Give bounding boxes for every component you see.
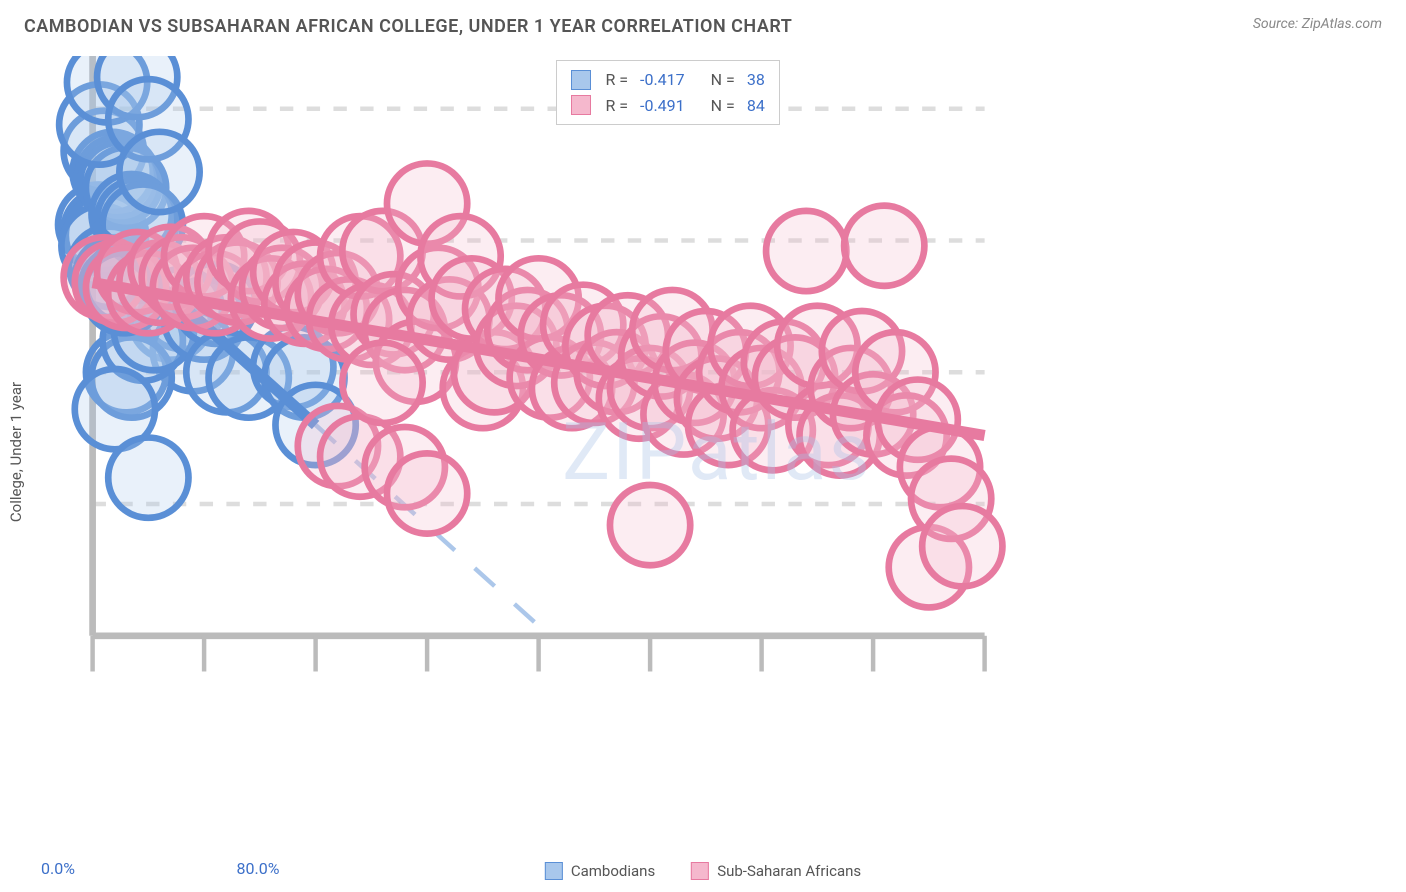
series-swatch — [571, 95, 591, 115]
legend-swatch — [691, 862, 709, 880]
legend-item: Cambodians — [545, 862, 655, 880]
scatter-plot — [48, 56, 1386, 725]
legend-swatch — [545, 862, 563, 880]
stat-n-value: 38 — [747, 67, 765, 93]
data-point — [922, 506, 1002, 586]
data-point — [387, 453, 467, 533]
stat-r-label: R = — [605, 93, 628, 119]
stat-n-label: N = — [711, 93, 735, 119]
data-point — [108, 438, 188, 518]
data-point — [119, 132, 199, 212]
legend-label: Sub-Saharan Africans — [717, 862, 861, 880]
x-tick-label: 0.0% — [41, 859, 75, 878]
legend: Cambodians Sub-Saharan Africans — [545, 862, 861, 880]
chart-title: CAMBODIAN VS SUBSAHARAN AFRICAN COLLEGE,… — [24, 16, 792, 37]
legend-label: Cambodians — [571, 862, 655, 880]
x-tick-label: 80.0% — [237, 859, 280, 878]
data-point — [610, 485, 690, 565]
stats-row: R = -0.417 N = 38 — [571, 67, 764, 93]
data-point — [766, 211, 846, 291]
correlation-stats-box: R = -0.417 N = 38 R = -0.491 N = 84 — [556, 60, 779, 125]
stat-n-label: N = — [711, 67, 735, 93]
legend-item: Sub-Saharan Africans — [691, 862, 861, 880]
y-axis-label: College, Under 1 year — [7, 382, 25, 522]
stats-row: R = -0.491 N = 84 — [571, 93, 764, 119]
series-swatch — [571, 70, 591, 90]
chart-source: Source: ZipAtlas.com — [1253, 16, 1382, 32]
stat-r-value: -0.491 — [640, 93, 685, 119]
stat-r-label: R = — [605, 67, 628, 93]
chart-area: College, Under 1 year ZIPatlas R = -0.41… — [48, 56, 1386, 848]
data-point — [342, 343, 422, 423]
stat-r-value: -0.417 — [640, 67, 685, 93]
stat-n-value: 84 — [747, 93, 765, 119]
data-point — [844, 206, 924, 286]
